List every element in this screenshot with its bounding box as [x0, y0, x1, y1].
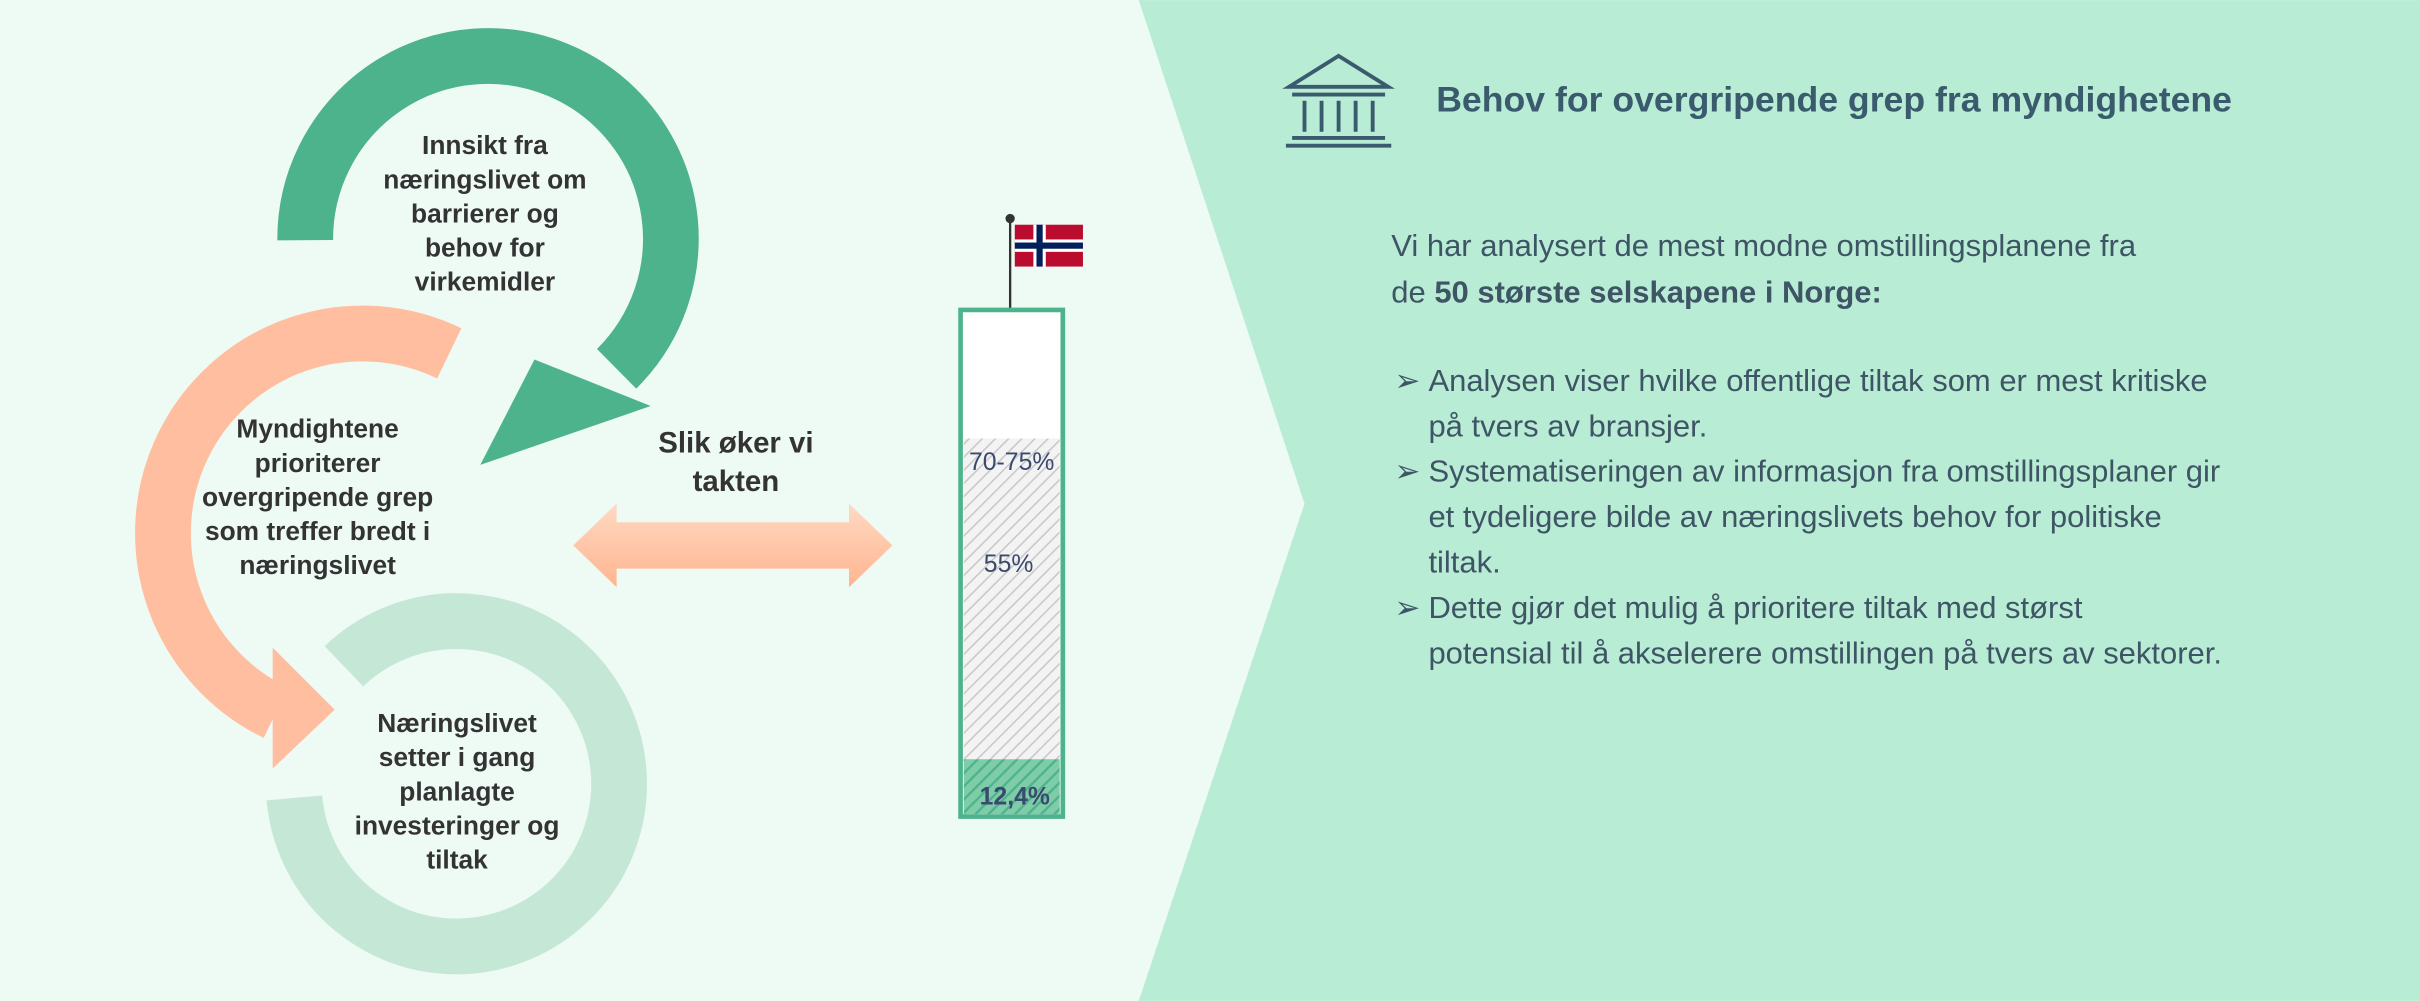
cycle-label: næringslivet om [383, 164, 586, 194]
gauge-current [963, 759, 1060, 815]
arrowhead [480, 359, 651, 465]
norway-flag [1014, 224, 1083, 267]
cycle-arrow-2 [135, 305, 462, 738]
bullet-text: Analysen viser hvilke offentlige tiltak … [1428, 363, 2207, 398]
bullet-text: potensial til å akselerere omstillingen … [1428, 635, 2222, 670]
right-panel [1138, 0, 2420, 1001]
intro-prefix: de [1391, 275, 1425, 310]
bullet-text: Dette gjør det mulig å prioritere tiltak… [1428, 590, 2082, 625]
cycle-label: overgripende grep [202, 482, 433, 512]
double-arrow [573, 503, 893, 588]
cycle-label: setter i gang [379, 742, 536, 772]
intro-line: de 50 største selskapene i Norge: [1391, 275, 1882, 310]
bullet-text: på tvers av bransjer. [1428, 408, 1707, 443]
cycle-label: næringslivet [239, 550, 396, 580]
cycle-label: prioriterer [255, 448, 381, 478]
panel-title: Behov for overgripende grep fra myndighe… [1436, 80, 2232, 120]
gauge-target [963, 438, 1060, 760]
cycle-label: barrierer og [411, 198, 559, 228]
bullet-marker: ➢ [1394, 590, 1420, 625]
cycle-label: investeringer og [355, 810, 560, 840]
bullet-text: et tydeligere bilde av næringslivets beh… [1428, 499, 2161, 534]
bullet-text: Systematiseringen av informasjon fra oms… [1428, 454, 2220, 489]
center-label: takten [693, 465, 780, 498]
intro-line: Vi har analysert de mest modne omstillin… [1391, 228, 2137, 263]
cycle-label: behov for [425, 232, 545, 262]
cycle-label: som treffer bredt i [205, 516, 430, 546]
intro-bold: 50 største selskapene i Norge: [1434, 275, 1882, 310]
cycle-label: Næringslivet [377, 708, 537, 738]
flag-pole-top [1005, 213, 1015, 224]
government-icon [1282, 53, 1395, 148]
bullet-marker: ➢ [1394, 454, 1420, 489]
bullet-marker: ➢ [1394, 363, 1420, 398]
cycle-label: Myndightene [236, 414, 398, 444]
cycle-label: Innsikt fra [422, 130, 548, 160]
cycle-arrow-3 [266, 593, 647, 975]
arrowhead [272, 647, 335, 769]
gauge-label: 70-75% [969, 449, 1054, 476]
cycle-label: planlagte [399, 776, 515, 806]
cycle-label: virkemidler [415, 267, 556, 297]
center-label: Slik øker vi [658, 427, 813, 460]
gauge-label: 12,4% [980, 784, 1050, 811]
cycle-label: tiltak [426, 844, 488, 874]
gauge-label: 55% [984, 551, 1034, 578]
cycle-arrow-1 [277, 28, 699, 389]
bullet-text: tiltak. [1428, 545, 1500, 580]
